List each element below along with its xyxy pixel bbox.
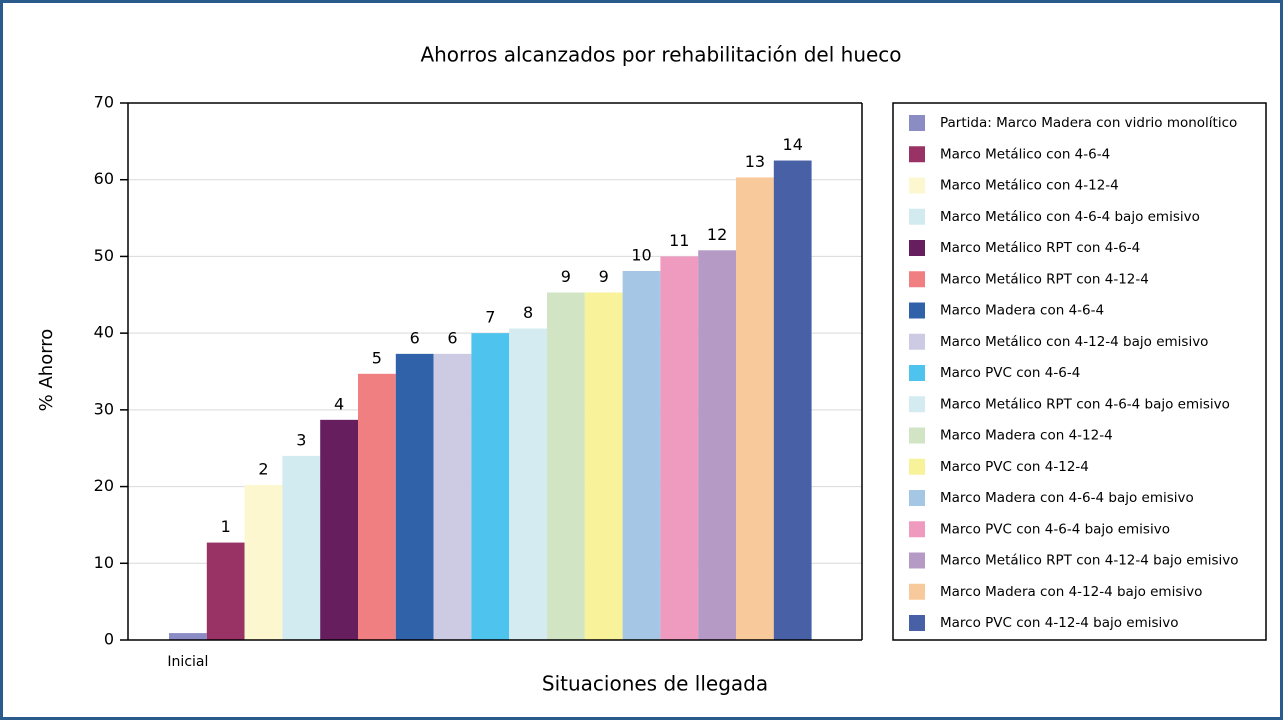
legend-swatch: [909, 240, 925, 256]
bar-label: 10: [631, 246, 651, 265]
bar: [509, 328, 547, 640]
bar: [282, 455, 321, 640]
y-axis-label: % Ahorro: [36, 329, 57, 412]
bar: [736, 177, 774, 641]
legend-label: Marco Metálico RPT con 4-12-4 bajo emisi…: [940, 553, 1239, 569]
legend-label: Marco Madera con 4-6-4: [940, 303, 1104, 319]
y-tick-label: 40: [94, 323, 114, 342]
bar-label: 2: [258, 460, 268, 479]
legend-label: Marco Metálico con 4-12-4 bajo emisivo: [940, 334, 1208, 350]
legend-label: Marco Madera con 4-12-4: [940, 428, 1113, 444]
legend-swatch: [909, 333, 925, 350]
bar: [244, 485, 283, 640]
bar: [206, 542, 245, 640]
bar-label: 1: [221, 517, 231, 536]
bar-label: 13: [745, 152, 765, 171]
legend-label: Partida: Marco Madera con vidrio monolít…: [940, 115, 1237, 131]
bar-label: 7: [485, 308, 495, 327]
bar: [547, 292, 585, 640]
legend-swatch: [909, 615, 925, 631]
bar: [358, 373, 396, 640]
y-tick-label: 20: [94, 476, 114, 495]
bar-label: 11: [669, 231, 689, 250]
bar: [320, 419, 358, 640]
bar: [622, 271, 661, 640]
y-tick-label: 0: [104, 630, 114, 649]
bar-label: 9: [599, 267, 609, 286]
bar-label: 8: [523, 303, 533, 322]
chart-title: Ahorros alcanzados por rehabilitación de…: [420, 43, 901, 67]
legend-swatch: [909, 177, 925, 194]
bar-label: 9: [561, 267, 571, 286]
x-tick-label: Inicial: [167, 654, 208, 670]
y-tick-label: 70: [94, 93, 114, 112]
y-tick-label: 30: [94, 399, 114, 418]
bar-label: 6: [410, 328, 420, 347]
legend-label: Marco Madera con 4-6-4 bajo emisivo: [940, 490, 1194, 506]
legend-label: Marco Metálico con 4-12-4: [940, 178, 1119, 194]
legend-label: Marco PVC con 4-6-4 bajo emisivo: [940, 521, 1170, 537]
legend-swatch: [909, 458, 925, 475]
legend-label: Marco PVC con 4-6-4: [940, 365, 1080, 381]
bar: [471, 333, 510, 640]
legend-swatch: [909, 271, 925, 288]
legend-label: Marco Metálico con 4-6-4: [940, 146, 1110, 162]
bar: [698, 250, 736, 640]
legend-swatch: [909, 115, 925, 131]
legend-label: Marco Metálico RPT con 4-6-4 bajo emisiv…: [940, 396, 1230, 412]
bar: [773, 160, 812, 641]
bar-label: 14: [783, 135, 803, 154]
legend-swatch: [909, 583, 925, 600]
bar: [395, 353, 434, 640]
legend-box: [892, 102, 1267, 641]
legend-swatch: [909, 396, 925, 413]
legend-label: Marco Metálico RPT con 4-12-4: [940, 271, 1149, 287]
bar-label: 12: [707, 225, 727, 244]
legend-swatch: [909, 302, 925, 319]
y-tick-label: 60: [94, 169, 114, 188]
legend-label: Marco Metálico RPT con 4-6-4: [940, 240, 1140, 256]
bar: [584, 292, 623, 640]
legend-swatch: [909, 365, 925, 381]
y-tick-label: 10: [94, 553, 114, 572]
legend-label: Marco PVC con 4-12-4 bajo emisivo: [940, 615, 1179, 631]
bar-label: 3: [296, 430, 306, 449]
legend-swatch: [909, 146, 925, 163]
legend-swatch: [909, 490, 925, 506]
legend-swatch: [909, 552, 925, 569]
bar: [169, 633, 207, 640]
legend-label: Marco Metálico con 4-6-4 bajo emisivo: [940, 209, 1200, 225]
legend-swatch: [909, 208, 925, 225]
bar-label: 6: [447, 328, 457, 347]
legend-label: Marco Madera con 4-12-4 bajo emisivo: [940, 584, 1202, 600]
x-axis-label: Situaciones de llegada: [542, 672, 768, 696]
legend-label: Marco PVC con 4-12-4: [940, 459, 1089, 475]
legend-swatch: [909, 521, 925, 538]
legend-swatch: [909, 427, 925, 444]
bar: [660, 256, 699, 640]
bar-label: 5: [372, 348, 382, 367]
bar-label: 4: [334, 394, 344, 413]
y-tick-label: 50: [94, 246, 114, 265]
bar: [433, 353, 472, 640]
